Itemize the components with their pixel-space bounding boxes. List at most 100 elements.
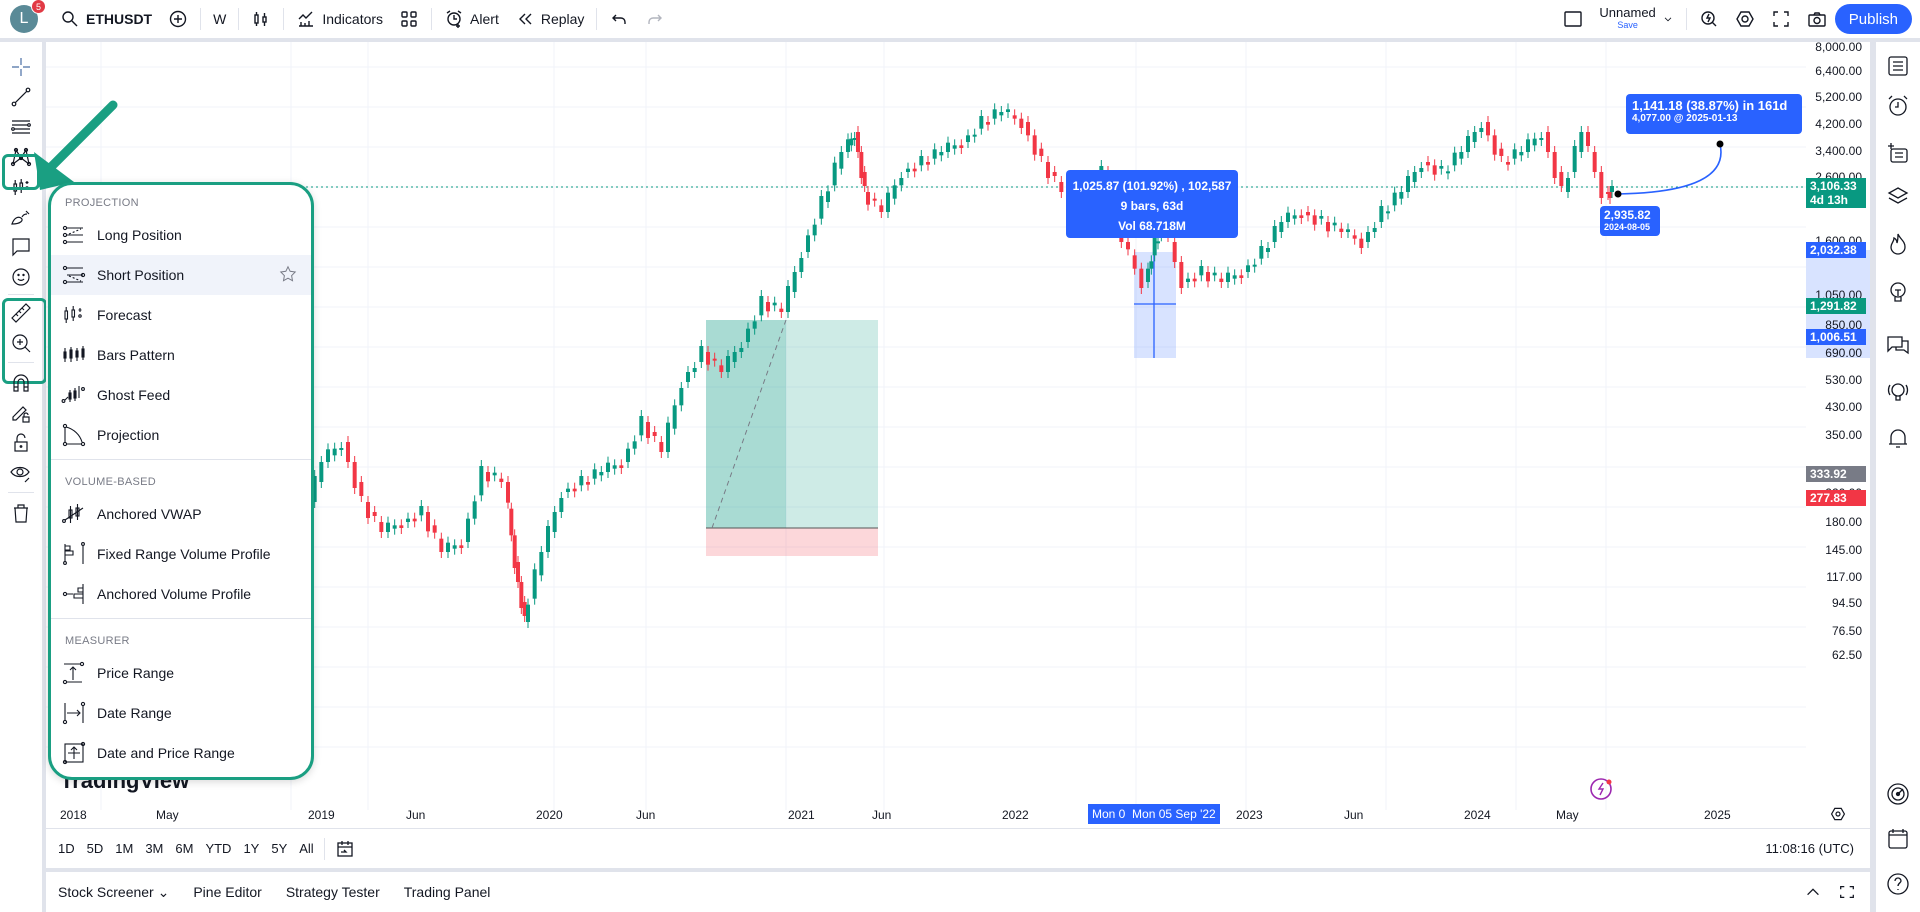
price-tag-stop: 277.83 <box>1806 490 1866 506</box>
symbol-search-button[interactable]: ETHUSDT <box>52 0 160 38</box>
interval-button[interactable]: W <box>213 11 227 27</box>
ideas-button[interactable] <box>1884 278 1912 306</box>
menu-item-label: Long Position <box>97 227 182 243</box>
lock-drawings-tool[interactable] <box>8 400 34 426</box>
ruler-tool[interactable] <box>8 300 34 326</box>
symbol-label: ETHUSDT <box>86 11 153 27</box>
remove-drawings-tool[interactable] <box>8 500 34 526</box>
menu-item-fixed-range-volume-profile[interactable]: Fixed Range Volume Profile <box>51 534 311 574</box>
compare-symbol-button[interactable] <box>160 0 196 38</box>
undo-button[interactable] <box>601 0 637 38</box>
menu-item-forecast[interactable]: Forecast <box>51 295 311 335</box>
chart-area[interactable]: TradingView 1,025.87 (101.92%) , 102,587… <box>46 40 1870 868</box>
settings-button[interactable] <box>1727 0 1763 38</box>
range-5d[interactable]: 5D <box>86 841 104 856</box>
text-tool[interactable] <box>8 234 34 260</box>
time-axis-settings-icon[interactable] <box>1830 806 1846 822</box>
layout-checkbox[interactable] <box>1555 0 1591 38</box>
magnet-icon <box>13 374 29 392</box>
templates-button[interactable] <box>391 0 427 38</box>
layout-name-button[interactable]: Unnamed Save <box>1591 0 1681 38</box>
range-ytd[interactable]: YTD <box>205 841 232 856</box>
alert-button[interactable]: Alert <box>436 0 507 38</box>
notifications-button[interactable] <box>1884 424 1912 452</box>
magnet-tool[interactable] <box>8 370 34 396</box>
fullscreen-button[interactable] <box>1763 0 1799 38</box>
candlestick-chart[interactable] <box>46 42 1806 810</box>
screener-button[interactable] <box>1884 780 1912 808</box>
star-icon[interactable] <box>279 265 297 283</box>
menu-item-ghost-feed[interactable]: Ghost Feed <box>51 375 311 415</box>
fullscreen-icon <box>1773 11 1789 27</box>
time-axis[interactable]: Mon 0 Mon 05 Sep '22 2018 May 2019 Jun 2020 J… <box>46 800 1846 828</box>
price-label: 6,400.00 <box>1815 64 1862 78</box>
tab-stock-screener[interactable]: Stock Screener ⌄ <box>58 883 170 900</box>
tab-trading-panel[interactable]: Trading Panel <box>403 883 491 900</box>
replay-button[interactable]: Replay <box>507 0 593 38</box>
divider <box>596 8 598 30</box>
lock-all-tool[interactable] <box>8 430 34 456</box>
publish-button[interactable]: Publish <box>1834 4 1912 34</box>
fib-retracement-tool[interactable] <box>8 114 34 140</box>
range-1y[interactable]: 1Y <box>243 841 260 856</box>
zoom-in-tool[interactable] <box>8 330 34 356</box>
price-label: 3,400.00 <box>1815 144 1862 158</box>
watchlist-button[interactable] <box>1884 52 1912 80</box>
menu-item-date-and-price-range[interactable]: Date and Price Range <box>51 733 311 773</box>
snapshot-button[interactable] <box>1799 0 1835 38</box>
zoom-in-icon <box>12 334 31 353</box>
price-label: 850.00 <box>1825 318 1862 332</box>
menu-item-label: Projection <box>97 427 160 443</box>
menu-item-short-position[interactable]: Short Position <box>51 255 311 295</box>
range-5y[interactable]: 5Y <box>271 841 288 856</box>
maximize-panel-icon[interactable] <box>1838 883 1856 901</box>
chats-button[interactable] <box>1884 332 1912 360</box>
hotlists-button[interactable] <box>1884 230 1912 258</box>
hide-drawings-tool[interactable] <box>8 460 34 486</box>
range-1d[interactable]: 1D <box>58 841 75 856</box>
divider <box>8 294 34 295</box>
streams-button[interactable] <box>1884 378 1912 406</box>
menu-item-price-range[interactable]: Price Range <box>51 653 311 693</box>
chevron-up-icon[interactable] <box>1804 883 1822 901</box>
price-axis[interactable]: 8,000.00 6,400.00 5,200.00 4,200.00 3,400.00… <box>1806 40 1870 842</box>
calendar-button[interactable] <box>1884 824 1912 852</box>
clock[interactable]: 11:08:16 (UTC) <box>1765 841 1854 856</box>
range-all[interactable]: All <box>299 841 314 856</box>
range-3m[interactable]: 3M <box>145 841 164 856</box>
emoji-tool[interactable] <box>8 264 34 290</box>
brush-tool[interactable] <box>8 204 34 230</box>
crosshair-tool[interactable] <box>8 54 34 80</box>
layers-button[interactable] <box>1884 182 1912 210</box>
menu-item-long-position[interactable]: Long Position <box>51 215 311 255</box>
range-1m[interactable]: 1M <box>115 841 134 856</box>
menu-item-anchored-volume-profile[interactable]: Anchored Volume Profile <box>51 574 311 614</box>
plus-circle-icon <box>169 10 187 28</box>
price-label: 4,200.00 <box>1815 117 1862 131</box>
tab-pine-editor[interactable]: Pine Editor <box>193 883 262 900</box>
menu-item-bars-pattern[interactable]: Bars Pattern <box>51 335 311 375</box>
menu-item-label: Anchored Volume Profile <box>97 586 252 602</box>
price-label: 76.50 <box>1831 624 1862 638</box>
short-position-icon <box>62 265 86 285</box>
goto-date-icon[interactable] <box>335 839 355 859</box>
tab-strategy-tester[interactable]: Strategy Tester <box>285 883 380 900</box>
menu-item-date-range[interactable]: Date Range <box>51 693 311 733</box>
help-button[interactable] <box>1884 870 1912 898</box>
divider <box>51 618 311 619</box>
chart-type-button[interactable] <box>243 0 279 38</box>
menu-item-projection[interactable]: Projection <box>51 415 311 455</box>
target-icon <box>1887 783 1909 805</box>
redo-button[interactable] <box>637 0 673 38</box>
menu-item-label: Forecast <box>97 307 152 323</box>
quick-search-button[interactable] <box>1691 0 1727 38</box>
undo-icon <box>612 14 627 24</box>
avatar[interactable]: L 5 <box>10 0 46 33</box>
trend-line-tool[interactable] <box>8 84 34 110</box>
range-6m[interactable]: 6M <box>175 841 194 856</box>
indicators-button[interactable]: Indicators <box>288 0 391 38</box>
object-tree-button[interactable] <box>1884 138 1912 166</box>
alerts-button[interactable] <box>1884 92 1912 120</box>
menu-section-title: PROJECTION <box>65 197 139 209</box>
menu-item-anchored-vwap[interactable]: Anchored VWAP <box>51 494 311 534</box>
